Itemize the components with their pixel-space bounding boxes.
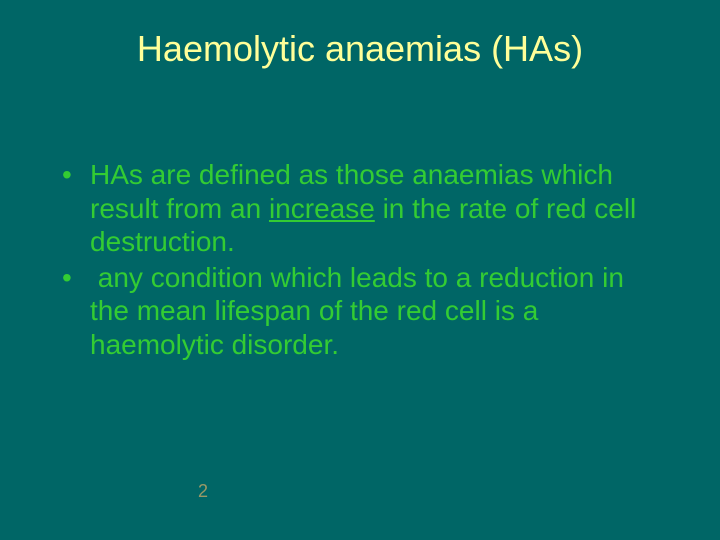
bullet-item: HAs are defined as those anaemias which … — [58, 158, 670, 259]
bullet-text-underlined: increase — [269, 193, 375, 224]
slide-title: Haemolytic anaemias (HAs) — [0, 28, 720, 70]
page-number: 2 — [198, 481, 208, 502]
slide-body: HAs are defined as those anaemias which … — [58, 158, 670, 364]
bullet-list: HAs are defined as those anaemias which … — [58, 158, 670, 362]
bullet-item: any condition which leads to a reduction… — [58, 261, 670, 362]
bullet-text-pre: any condition which leads to a reduction… — [90, 262, 632, 360]
slide: Haemolytic anaemias (HAs) HAs are define… — [0, 0, 720, 540]
